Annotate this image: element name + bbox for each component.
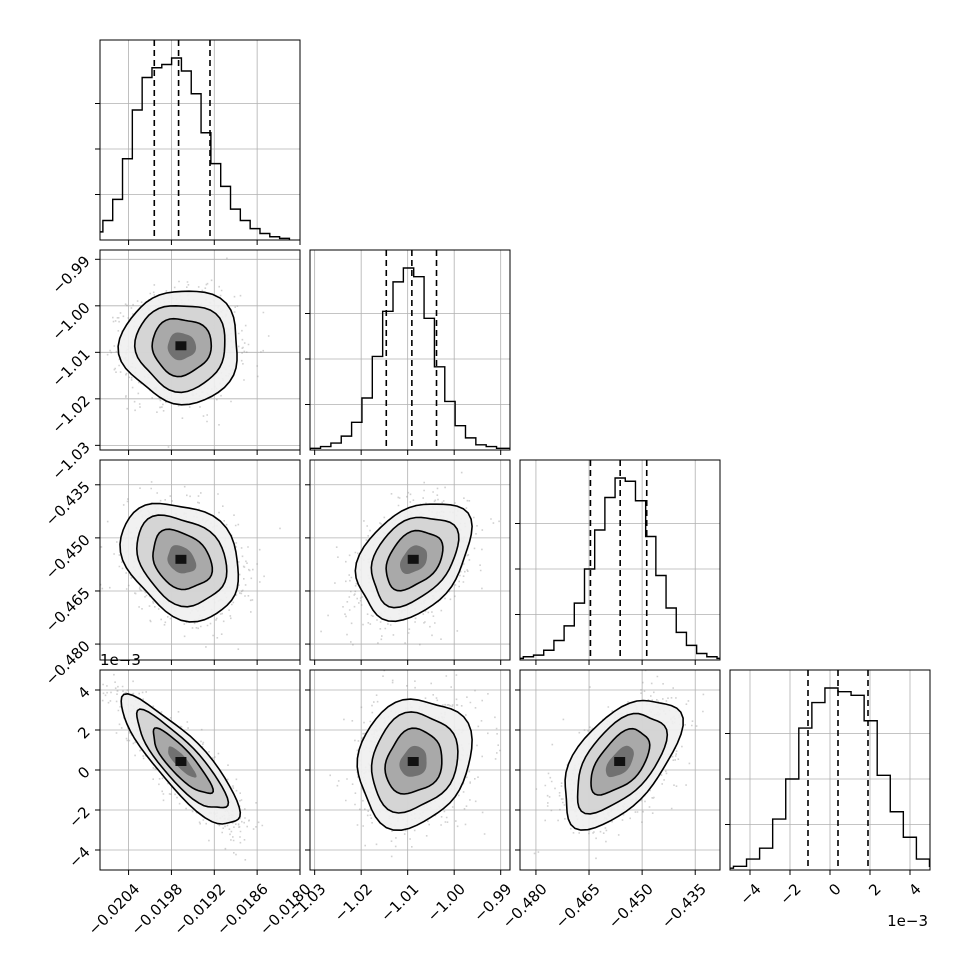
contour-line bbox=[385, 529, 444, 592]
contour-line bbox=[564, 699, 684, 831]
panel-frame bbox=[99, 249, 301, 451]
panel-3-0 bbox=[95, 669, 301, 875]
panel-0-0 bbox=[95, 39, 301, 245]
x-tick-label: 2 bbox=[865, 880, 884, 899]
y-tick-label: 4 bbox=[74, 683, 93, 702]
density-peak bbox=[175, 757, 187, 766]
density bbox=[100, 481, 281, 650]
contour-line bbox=[135, 708, 230, 809]
density bbox=[106, 257, 270, 448]
density-peak bbox=[407, 757, 419, 766]
histogram bbox=[100, 40, 291, 240]
histogram-bars bbox=[520, 477, 720, 660]
grid bbox=[100, 40, 300, 240]
y-tick-label: 2 bbox=[74, 723, 93, 742]
density-peak bbox=[407, 554, 419, 564]
contour-line bbox=[120, 692, 242, 825]
y-tick-label: −0.99 bbox=[48, 252, 93, 297]
contour-line bbox=[576, 712, 669, 815]
panel-1-1 bbox=[305, 249, 511, 455]
density bbox=[101, 670, 264, 861]
x-tick-label: 0 bbox=[825, 880, 844, 899]
panel-2-0 bbox=[95, 459, 301, 665]
x-tick-label: −4 bbox=[736, 880, 764, 908]
density bbox=[320, 471, 500, 646]
contour-line bbox=[356, 698, 473, 832]
histogram bbox=[520, 460, 720, 660]
panel-2-1 bbox=[305, 459, 511, 665]
y-tick-label: −4 bbox=[65, 843, 93, 871]
grid bbox=[730, 670, 930, 870]
contour-line bbox=[119, 502, 240, 623]
density-peak bbox=[175, 554, 187, 564]
x-tick-label: 4 bbox=[905, 880, 924, 899]
histogram-bars bbox=[310, 267, 510, 450]
histogram bbox=[730, 670, 930, 870]
density-peak bbox=[175, 341, 187, 351]
grid bbox=[310, 250, 510, 450]
y-tick-label: −1.01 bbox=[48, 345, 93, 390]
x-tick-label: −0.435 bbox=[658, 880, 710, 932]
density bbox=[329, 670, 501, 858]
x-tick-label: −1.00 bbox=[424, 880, 469, 925]
contour-line bbox=[117, 290, 238, 406]
histogram-bars bbox=[100, 57, 291, 240]
contour-line bbox=[370, 711, 459, 814]
contour-line bbox=[354, 503, 473, 623]
y-tick-label: −1.03 bbox=[48, 438, 93, 483]
y-tick-label: −2 bbox=[65, 803, 93, 831]
y-tick-label: −0.450 bbox=[42, 531, 94, 583]
x-tick-label: −1.02 bbox=[331, 880, 376, 925]
panel-2-2 bbox=[515, 459, 721, 665]
x-tick-label: −1.01 bbox=[377, 880, 422, 925]
x-offset-label: 1e−3 bbox=[887, 912, 928, 930]
x-tick-label: −2 bbox=[776, 880, 804, 908]
y-tick-label: −0.465 bbox=[42, 584, 94, 636]
x-tick-label: −0.465 bbox=[552, 880, 604, 932]
contour-line bbox=[590, 727, 651, 796]
y-tick-label: −1.00 bbox=[48, 299, 93, 344]
histogram-bars bbox=[730, 687, 930, 869]
y-tick-label: −0.435 bbox=[42, 478, 94, 530]
y-tick-label: −1.02 bbox=[48, 392, 93, 437]
contour-line bbox=[152, 528, 214, 591]
y-tick-label: 0 bbox=[74, 763, 93, 782]
y-offset-label: 1e−3 bbox=[100, 651, 141, 669]
contour-line bbox=[135, 514, 228, 608]
panel-3-2 bbox=[515, 669, 721, 875]
histogram bbox=[310, 250, 510, 450]
panel-frame bbox=[519, 459, 721, 661]
panel-3-1 bbox=[305, 669, 511, 875]
density bbox=[533, 670, 705, 860]
x-tick-label: −0.450 bbox=[605, 880, 657, 932]
panel-frame bbox=[309, 459, 511, 661]
contour-line bbox=[133, 304, 226, 394]
panel-1-0 bbox=[95, 249, 301, 455]
panel-frame bbox=[309, 249, 511, 451]
contour-line bbox=[370, 516, 460, 609]
panel-frame bbox=[99, 459, 301, 661]
panel-3-3 bbox=[725, 669, 931, 875]
panel-frame bbox=[99, 39, 301, 241]
y-tick-label: −0.480 bbox=[42, 637, 94, 689]
contour-line bbox=[152, 727, 215, 795]
contour-line bbox=[384, 727, 443, 795]
density-peak bbox=[614, 757, 626, 766]
contour-line bbox=[151, 317, 213, 378]
